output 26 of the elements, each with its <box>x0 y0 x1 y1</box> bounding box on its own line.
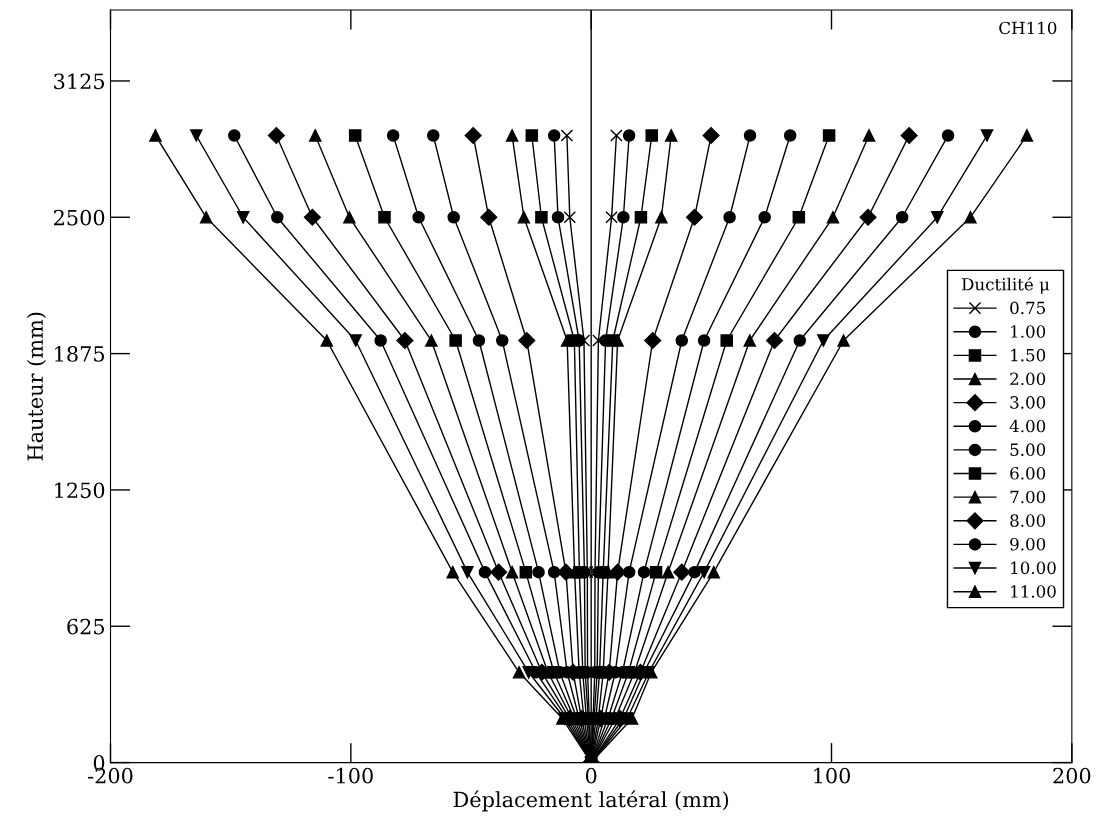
x-tick-label: -100 <box>328 767 373 784</box>
y-tick-label: 2500 <box>54 209 105 226</box>
legend-label: 9.00 <box>1010 537 1046 551</box>
y-tick-label: 3125 <box>54 73 105 90</box>
y-tick-label: 1250 <box>55 482 105 499</box>
x-tick-label: 200 <box>1053 767 1091 784</box>
legend-label: 1.00 <box>1011 325 1046 338</box>
legend-label: 4.00 <box>1009 419 1046 433</box>
y-tick-label: 625 <box>67 618 105 635</box>
x-tick-label: 100 <box>814 767 851 784</box>
legend-label: 3.00 <box>1010 396 1046 409</box>
legend-label: 0.75 <box>1010 301 1045 315</box>
legend-label: 5.00 <box>1010 443 1046 456</box>
legend-label: 11.00 <box>1011 585 1056 598</box>
y-axis-title: Hauteur (mm) <box>26 312 46 461</box>
y-tick-label: 1875 <box>55 346 105 362</box>
x-tick-label: 0 <box>585 767 597 784</box>
legend-title: Ductilité μ <box>962 277 1050 294</box>
legend-label: 10.00 <box>1011 561 1056 575</box>
legend-label: 2.00 <box>1010 372 1046 386</box>
annotation: CH110 <box>999 21 1057 35</box>
legend-label: 1.50 <box>1011 348 1046 362</box>
legend-label: 6.00 <box>1010 467 1046 480</box>
legend-label: 7.00 <box>1010 490 1046 504</box>
x-axis-title: Déplacement latéral (mm) <box>453 790 729 812</box>
legend-label: 8.00 <box>1010 514 1046 527</box>
